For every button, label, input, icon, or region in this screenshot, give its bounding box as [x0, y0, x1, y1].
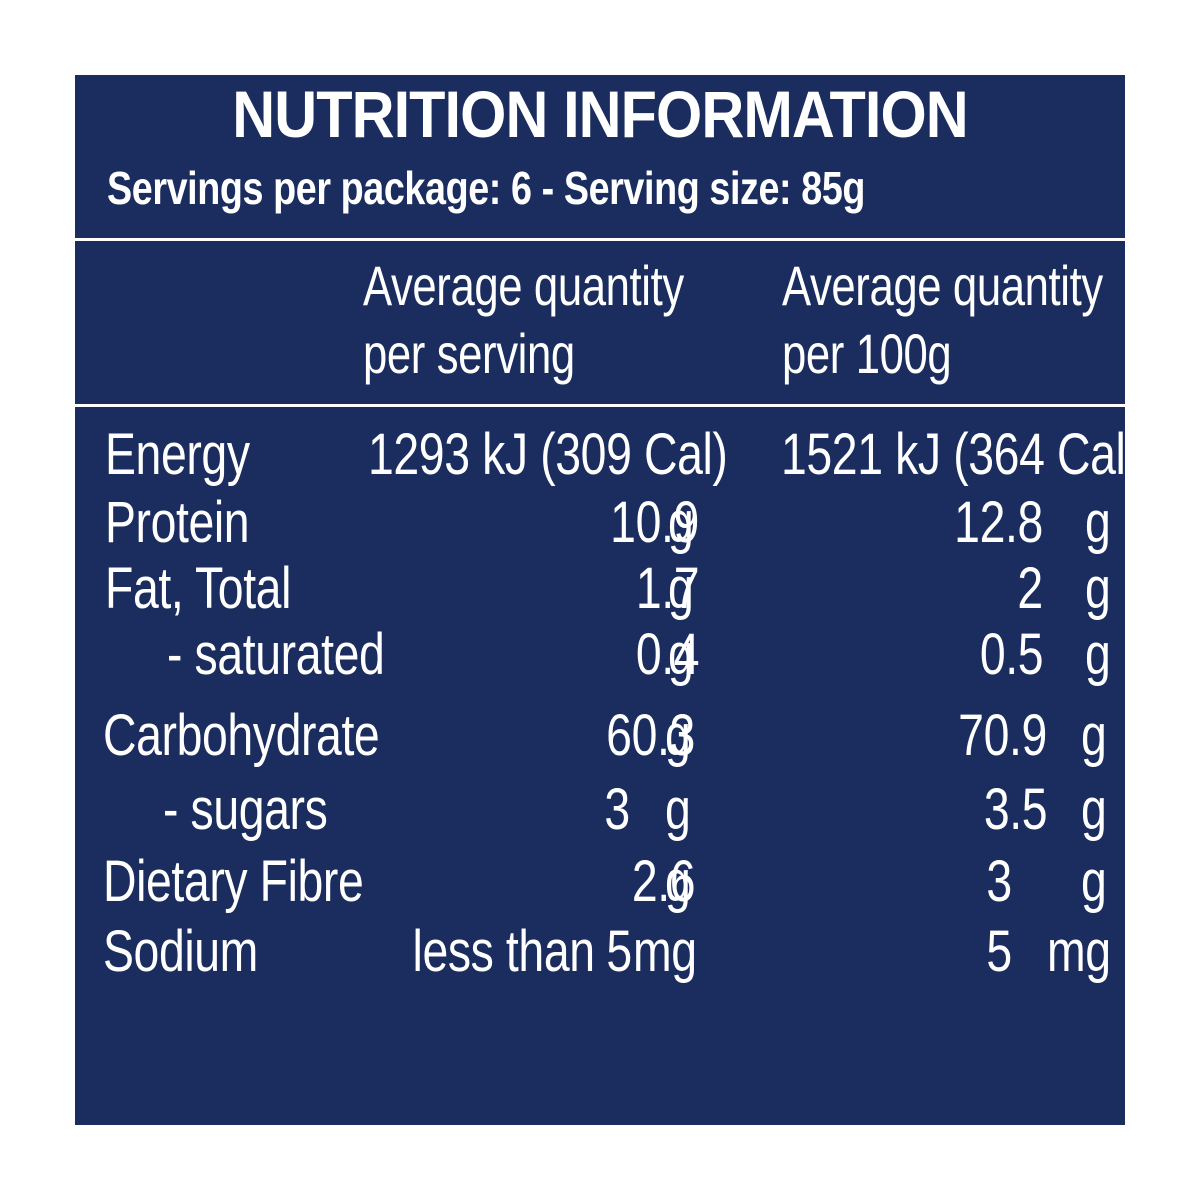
row-label: Carbohydrate [103, 703, 380, 768]
column-header-per-100g: Average quantity per 100g [782, 252, 1103, 388]
value-per-100g: 5 [986, 919, 1013, 984]
column-header-per-100g-line2: per 100g [782, 322, 952, 385]
row-label: Protein [105, 490, 250, 555]
row-label: Energy [105, 422, 250, 487]
value-per-100g: 12.8 [954, 490, 1043, 555]
unit-per-100g: g [1081, 777, 1107, 842]
column-header-per-serving-line1: Average quantity [363, 254, 684, 317]
value-per-serving: 10.9 [610, 490, 699, 555]
row-carbohydrate: Carbohydrate 60.3 g 70.9 g [75, 701, 1125, 771]
column-header-per-serving: Average quantity per serving [363, 252, 684, 388]
row-protein: Protein 10.9 g 12.8 g [75, 488, 1125, 558]
row-label: Sodium [103, 919, 258, 984]
nutrition-panel: NUTRITION INFORMATION Servings per packa… [75, 75, 1125, 1125]
unit-per-100g: g [1081, 703, 1107, 768]
serving-info: Servings per package: 6 - Serving size: … [107, 162, 866, 214]
value-per-serving: 60.3 [606, 703, 695, 768]
unit-per-serving: g [668, 556, 694, 621]
unit-per-100g: g [1085, 622, 1111, 687]
unit-per-100g: g [1085, 490, 1111, 555]
unit-per-serving: g [665, 777, 691, 842]
row-energy: Energy 1293 kJ (309 Cal) 1521 kJ (364 Ca… [75, 420, 1125, 490]
row-label: Dietary Fibre [103, 849, 364, 914]
row-sugars: - sugars 3 g 3.5 g [75, 775, 1125, 845]
serving-prefix: less than [412, 919, 596, 984]
unit-per-serving: mg [633, 919, 697, 984]
unit-per-100g: g [1085, 556, 1111, 621]
value-per-100g: 3 [986, 849, 1013, 914]
value-per-serving: 2.6 [631, 849, 696, 914]
row-saturated: - saturated 0.4 g 0.5 g [75, 620, 1125, 690]
panel-title: NUTRITION INFORMATION [232, 77, 969, 151]
row-dietary-fibre: Dietary Fibre 2.6 g 3 g [75, 847, 1125, 917]
column-header-per-serving-line2: per serving [363, 322, 575, 385]
value-per-100g: 3.5 [983, 777, 1048, 842]
unit-per-serving: g [668, 490, 694, 555]
value-per-100g: 2 [1017, 556, 1044, 621]
value-per-serving: 5 [606, 919, 633, 984]
value-per-100g: 70.9 [958, 703, 1047, 768]
unit-per-serving: g [665, 849, 691, 914]
column-header-per-100g-line1: Average quantity [782, 254, 1103, 317]
row-sodium: Sodium less than 5 mg 5 mg [75, 917, 1125, 987]
unit-per-serving: g [665, 703, 691, 768]
value-per-serving: 0.4 [635, 622, 700, 687]
energy-per-serving: 1293 kJ (309 Cal) [368, 422, 728, 487]
row-fat-total: Fat, Total 1.7 g 2 g [75, 554, 1125, 624]
unit-per-100g: mg [1047, 919, 1111, 984]
value-per-100g: 0.5 [979, 622, 1044, 687]
unit-per-100g: g [1081, 849, 1107, 914]
energy-per-100g: 1521 kJ (364 Cal) [781, 422, 1125, 487]
divider-top [75, 238, 1125, 241]
value-per-serving: 1.7 [635, 556, 700, 621]
divider-header [75, 404, 1125, 407]
row-label: - sugars [163, 777, 328, 842]
row-label: Fat, Total [105, 556, 291, 621]
value-per-serving: 3 [604, 777, 631, 842]
unit-per-serving: g [668, 622, 694, 687]
row-label: - saturated [167, 622, 385, 687]
